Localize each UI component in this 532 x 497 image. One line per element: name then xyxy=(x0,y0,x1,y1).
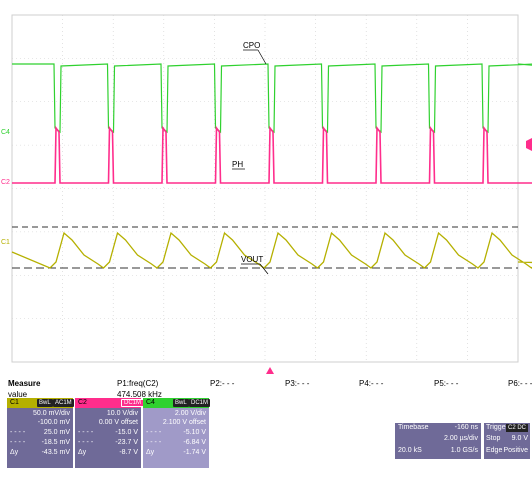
measure-p5-name[interactable]: P5:- - - xyxy=(434,379,459,388)
channel-panel-c2-vdiv: 10.0 V/div xyxy=(106,410,138,417)
channel-panel-c1-cursor2-value: -18.5 mV xyxy=(41,439,70,446)
measure-p3-name[interactable]: P3:- - - xyxy=(285,379,310,388)
channel-panel-c2-delta-label: Δy xyxy=(78,449,87,456)
trigger-mode: Stop xyxy=(486,435,501,442)
channel-panel-c1-cursor2-label: - - - - xyxy=(10,439,26,446)
channel-panel-c4-offset: 2.100 V offset xyxy=(162,419,206,426)
trace-c4 xyxy=(12,63,532,134)
timebase-samples: 20.0 kS xyxy=(398,447,422,454)
channel-panel-c2-cursor2-label: - - - - xyxy=(78,439,94,446)
timebase-label: Timebase xyxy=(398,424,429,431)
trigger-panel[interactable]: Trigger C2 DC Stop 9.0 V Edge Positive xyxy=(484,423,530,459)
measure-p2-name[interactable]: P2:- - - xyxy=(210,379,235,388)
channel-panel-c4-cursor1-value: -5.10 V xyxy=(183,429,206,436)
trace-c1 xyxy=(11,231,532,269)
channel-panel-c1-badge-coupling: AC1M xyxy=(53,399,74,407)
trace-label-vout-pointer xyxy=(259,263,269,275)
trigger-source-badge: C2 DC xyxy=(505,424,528,432)
trigger-label: Trigger xyxy=(486,424,508,431)
measure-p6-name[interactable]: P6:- - - xyxy=(508,379,532,388)
timebase-panel[interactable]: Timebase -160 ns 2.00 µs/div 20.0 kS 1.0… xyxy=(395,423,481,459)
channel-panel-c4-name: C4 xyxy=(146,399,155,406)
channel-panel-c1-cursor1-label: - - - - xyxy=(10,429,26,436)
trigger-level-marker[interactable] xyxy=(526,138,532,151)
timebase-delay: -160 ns xyxy=(454,424,478,431)
measure-p4-name[interactable]: P4:- - - xyxy=(359,379,384,388)
channel-panel-c1[interactable]: C1 BwL AC1M 50.0 mV/div -100.0 mV - - - … xyxy=(7,398,74,468)
channel-panel-c2-delta-value: -8.7 V xyxy=(119,449,138,456)
trace-label-ph: PH xyxy=(232,160,243,169)
timebase-rate: 1.0 GS/s xyxy=(450,447,478,454)
channel-panel-c1-offset: -100.0 mV xyxy=(37,419,70,426)
measure-p1-value: 474.508 kHz xyxy=(117,390,162,399)
measure-row-value-label: value xyxy=(8,390,28,399)
trigger-slope: Positive xyxy=(503,447,528,454)
channel-panel-c2-header: C2 DC1M xyxy=(75,398,145,408)
channel-panel-c1-badge-bwl: BwL xyxy=(37,399,53,407)
channel-panel-c4-header: C4 BwL DC1M xyxy=(143,398,211,408)
channel-panel-c4[interactable]: C4 BwL DC1M 2.00 V/div 2.100 V offset - … xyxy=(143,398,211,468)
channel-marker-c4[interactable]: C4 xyxy=(1,129,10,136)
channel-panel-c1-cursor1-value: 25.0 mV xyxy=(43,429,70,436)
channel-panel-c2-name: C2 xyxy=(78,399,87,406)
channel-panel-c2-cursor1-label: - - - - xyxy=(78,429,94,436)
channel-panel-c2[interactable]: C2 DC1M 10.0 V/div 0.00 V offset - - - -… xyxy=(75,398,145,468)
channel-marker-c1[interactable]: C1 xyxy=(1,239,10,246)
channel-panel-c1-header: C1 BwL AC1M xyxy=(7,398,74,408)
timebase-tdiv: 2.00 µs/div xyxy=(444,435,478,442)
channel-panel-c4-delta-label: Δy xyxy=(146,449,155,456)
channel-panel-c1-delta-value: -43.5 mV xyxy=(41,449,70,456)
trigger-position-marker[interactable] xyxy=(266,367,274,374)
channel-panel-c4-cursor2-value: -6.84 V xyxy=(183,439,206,446)
channel-panel-c4-badge-bwl: BwL xyxy=(173,399,189,407)
trace-label-cpo: CPO xyxy=(243,41,260,50)
trace-c2 xyxy=(12,125,532,184)
scope-display: CPO PH VOUT C4 C2 C1 xyxy=(1,14,532,374)
trace-label-cpo-pointer xyxy=(257,49,267,65)
channel-panel-c1-delta-label: Δy xyxy=(10,449,19,456)
channel-panel-c4-badge-coupling: DC1M xyxy=(189,399,211,407)
trigger-type: Edge xyxy=(486,447,503,454)
channel-panel-c4-delta-value: -1.74 V xyxy=(183,449,206,456)
trigger-level: 9.0 V xyxy=(511,435,528,442)
trace-label-vout: VOUT xyxy=(241,255,263,264)
measure-p1-name[interactable]: P1:freq(C2) xyxy=(117,379,159,388)
channel-panel-c1-vdiv: 50.0 mV/div xyxy=(33,410,70,417)
channel-panel-c4-vdiv: 2.00 V/div xyxy=(174,410,206,417)
channel-panel-c2-badge-coupling: DC1M xyxy=(121,399,145,407)
channel-marker-c2[interactable]: C2 xyxy=(1,179,10,186)
channel-panel-c1-name: C1 xyxy=(10,399,19,406)
graticule xyxy=(11,14,519,363)
channel-panel-c2-cursor2-value: -23.7 V xyxy=(115,439,138,446)
measure-title: Measure xyxy=(8,379,41,388)
channel-panel-c4-cursor2-label: - - - - xyxy=(146,439,162,446)
channel-panel-c2-cursor1-value: -15.0 V xyxy=(115,429,138,436)
channel-panel-c2-offset: 0.00 V offset xyxy=(98,419,138,426)
channel-panel-c4-cursor1-label: - - - - xyxy=(146,429,162,436)
